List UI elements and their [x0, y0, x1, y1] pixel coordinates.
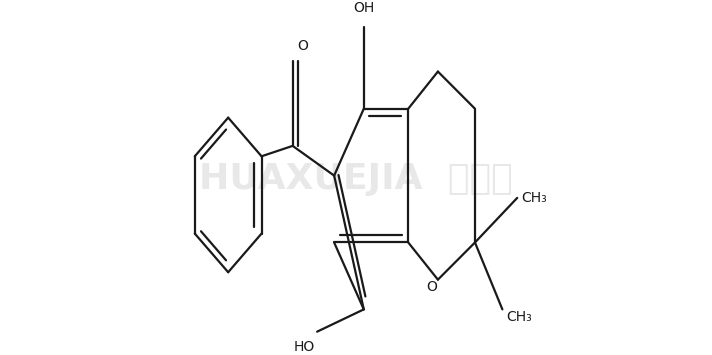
Text: O: O	[297, 39, 308, 53]
Text: HO: HO	[294, 339, 315, 354]
Text: O: O	[426, 280, 437, 294]
Text: HUAXUEJIA  化学加: HUAXUEJIA 化学加	[199, 162, 513, 196]
Text: CH₃: CH₃	[521, 191, 547, 205]
Text: CH₃: CH₃	[506, 310, 532, 324]
Text: OH: OH	[353, 1, 375, 15]
